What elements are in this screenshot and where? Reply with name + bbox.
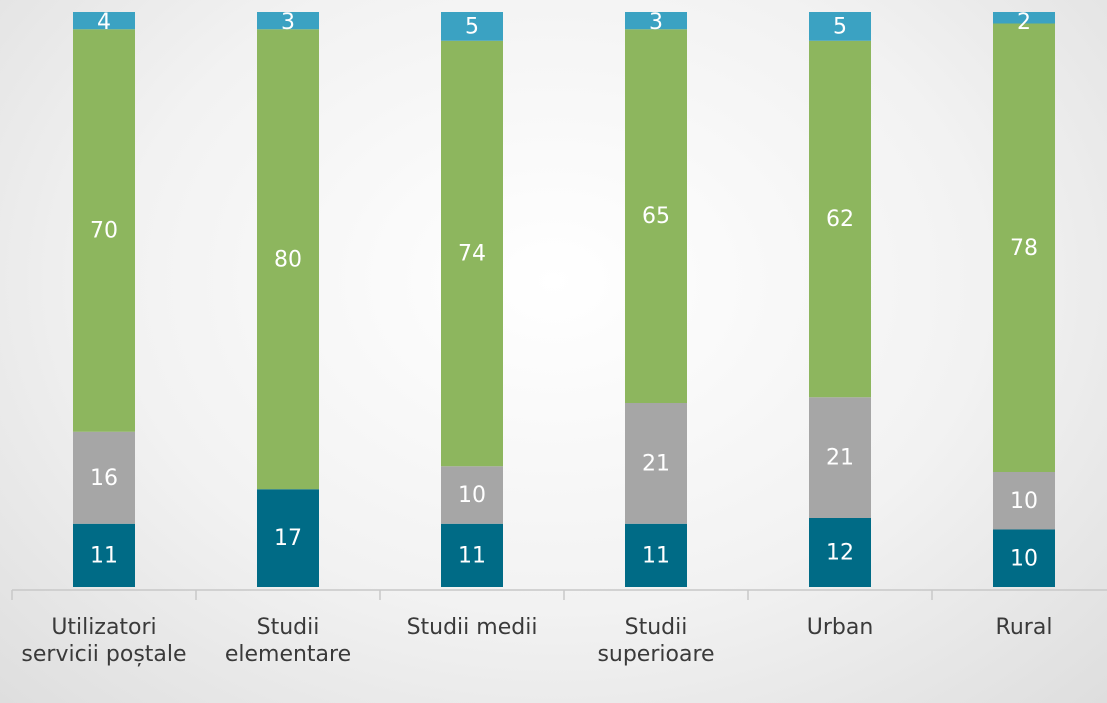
bar-segment [809, 12, 871, 41]
bar-segment [625, 523, 687, 587]
bar-segment [809, 518, 871, 587]
bar-segment [73, 431, 135, 524]
data-label: 16 [90, 466, 118, 491]
bar-segment [441, 523, 503, 587]
data-label: 62 [826, 207, 854, 232]
bar-segment [993, 12, 1055, 24]
data-label: 11 [642, 543, 670, 568]
x-tick-label: Urban [806, 615, 874, 640]
bar-segment [993, 472, 1055, 530]
x-tick-label: Studii superioare [597, 615, 715, 667]
plot-area: 11 16 70 4 17 80 3 11 10 74 5 11 21 65 3 12 21 62 5 10 10 78 2 [73, 10, 1055, 587]
data-label: 74 [458, 242, 486, 267]
bar-segment [73, 523, 135, 587]
bar-segment [993, 23, 1055, 472]
bar-segment [73, 29, 135, 432]
bar-segment [993, 529, 1055, 587]
data-label: 11 [458, 543, 486, 568]
data-label: 5 [833, 14, 847, 39]
data-label: 80 [274, 247, 302, 272]
bar-segment [441, 466, 503, 524]
data-label: 11 [90, 543, 118, 568]
bar-segment [625, 12, 687, 30]
bar-segment [625, 29, 687, 403]
bar-segment [257, 29, 319, 490]
bar-segment [625, 403, 687, 524]
data-label: 21 [826, 446, 854, 471]
data-label: 21 [642, 451, 670, 476]
data-label: 17 [274, 526, 302, 551]
x-tick-label: Studii medii [406, 615, 538, 640]
data-label: 70 [90, 219, 118, 244]
bar-segment [257, 489, 319, 587]
data-label: 12 [826, 541, 854, 566]
data-label: 10 [458, 483, 486, 508]
bar-segment [441, 12, 503, 41]
data-label: 3 [649, 10, 663, 35]
bar-segment [809, 397, 871, 518]
data-label: 4 [97, 10, 111, 35]
x-tick-label: Rural [995, 615, 1053, 640]
data-label: 10 [1010, 489, 1038, 514]
data-label: 78 [1010, 236, 1038, 261]
data-label: 10 [1010, 546, 1038, 571]
bar-segment [809, 40, 871, 398]
x-tick-label: Studii elementare [224, 615, 352, 667]
x-tick-label: Utilizatori servicii poștale [21, 615, 187, 667]
bar-segment [73, 12, 135, 30]
data-label: 5 [465, 14, 479, 39]
data-label: 65 [642, 204, 670, 229]
data-label: 2 [1017, 10, 1031, 35]
data-label: 3 [281, 10, 295, 35]
bar-segment [441, 40, 503, 467]
bar-segment [257, 12, 319, 30]
